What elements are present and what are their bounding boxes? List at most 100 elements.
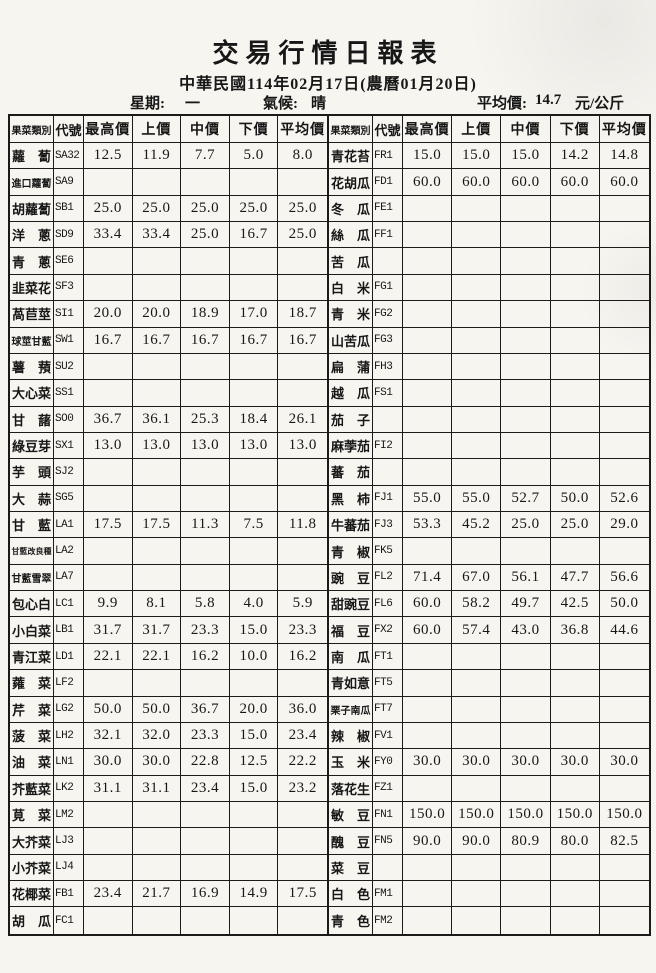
price-value <box>599 380 649 407</box>
price-value: 45.2 <box>452 512 502 539</box>
price-value <box>501 432 551 460</box>
price-value <box>229 485 279 513</box>
price-value <box>132 380 182 407</box>
produce-name: 綠豆芽 <box>10 432 54 460</box>
price-value <box>452 696 502 723</box>
price-value: 7.7 <box>181 143 230 170</box>
table-row: 白 米 FG1 <box>329 274 649 302</box>
price-value: 11.8 <box>278 512 327 539</box>
produce-name: 大心菜 <box>10 380 54 407</box>
table-row: 蕃 茄 <box>329 459 649 486</box>
price-value <box>132 564 182 592</box>
price-value: 15.0 <box>229 617 279 644</box>
price-value: 80.9 <box>501 828 551 855</box>
produce-code: FM1 <box>373 881 403 908</box>
price-value <box>501 459 551 486</box>
price-value: 15.0 <box>452 143 502 170</box>
price-value <box>181 670 230 697</box>
price-value: 12.5 <box>229 749 279 776</box>
price-value: 16.7 <box>181 327 230 354</box>
produce-name: 山苦瓜 <box>329 327 373 354</box>
produce-code: FT5 <box>373 670 403 697</box>
price-value <box>229 828 279 855</box>
price-value: 23.4 <box>84 881 133 908</box>
price-value: 52.6 <box>599 486 649 513</box>
table-row: 胡 瓜 FC1 <box>10 907 327 934</box>
price-value <box>229 670 279 697</box>
price-value <box>501 670 551 697</box>
produce-name: 洋 蔥 <box>10 222 54 249</box>
price-value <box>278 486 327 513</box>
price-value: 36.1 <box>132 406 182 433</box>
produce-name: 球莖甘藍 <box>10 327 54 354</box>
weather-value: 晴 <box>311 96 327 112</box>
price-value <box>403 670 453 697</box>
price-value <box>599 697 649 723</box>
price-value: 36.8 <box>550 617 600 644</box>
produce-code: FH3 <box>373 353 403 381</box>
produce-code: FD1 <box>373 169 403 196</box>
price-value <box>403 380 453 407</box>
price-value <box>403 327 453 354</box>
price-value: 31.7 <box>132 617 182 644</box>
price-value <box>550 459 600 486</box>
produce-code: LN1 <box>54 749 84 776</box>
produce-code: FX2 <box>373 617 403 644</box>
price-value <box>181 801 230 829</box>
price-value <box>501 538 551 565</box>
price-value: 30.0 <box>501 749 551 776</box>
price-value: 15.0 <box>229 722 279 750</box>
price-value <box>278 275 327 302</box>
price-value <box>550 775 600 802</box>
produce-code: LA7 <box>54 564 84 592</box>
produce-code: LA2 <box>54 538 84 565</box>
produce-code: SX1 <box>54 432 84 460</box>
price-value <box>403 907 453 934</box>
price-value <box>278 538 327 565</box>
produce-name: 茄 子 <box>329 406 373 433</box>
table-row: 大心菜 SS1 <box>10 380 327 407</box>
produce-code: LJ4 <box>54 854 84 882</box>
price-value: 32.1 <box>84 722 133 750</box>
table-row: 栗子南瓜 FT7 <box>329 696 649 723</box>
price-value: 16.7 <box>84 327 133 354</box>
price-value: 17.5 <box>84 512 133 539</box>
table-row: 菜 豆 <box>329 854 649 882</box>
price-value <box>181 538 230 565</box>
price-value: 60.0 <box>403 169 453 196</box>
header-lower: 下價 <box>550 116 600 143</box>
produce-name: 醜 豆 <box>329 828 373 855</box>
price-value <box>84 538 133 565</box>
price-value <box>403 696 453 723</box>
header-lower: 下價 <box>229 116 279 143</box>
produce-name: 越 瓜 <box>329 380 373 407</box>
price-value <box>278 565 327 592</box>
produce-code: LD1 <box>54 643 84 671</box>
table-row: 黑 柿 FJ1 55.0 55.0 52.7 50.0 52.6 <box>329 485 649 513</box>
weather-label: 氣候: <box>263 96 298 112</box>
price-value: 30.0 <box>550 749 600 776</box>
produce-code: FZ1 <box>373 775 403 802</box>
table-row: 辣 椒 FV1 <box>329 722 649 750</box>
price-value <box>84 169 133 196</box>
price-value <box>501 881 551 908</box>
price-value <box>501 301 551 328</box>
price-value <box>599 459 649 486</box>
price-value <box>84 248 133 275</box>
price-value <box>501 696 551 723</box>
price-value <box>278 169 327 196</box>
table-row: 青 蔥 SE6 <box>10 248 327 275</box>
produce-code: FJ1 <box>373 485 403 513</box>
table-row: 萵苣莖 SI1 20.0 20.0 18.9 17.0 18.7 <box>10 301 327 328</box>
produce-code: FG2 <box>373 301 403 328</box>
price-value <box>501 775 551 802</box>
price-value: 150.0 <box>403 801 453 829</box>
produce-name: 甘 藷 <box>10 406 54 433</box>
price-value <box>132 248 182 275</box>
price-value <box>132 353 182 381</box>
price-value <box>229 801 279 829</box>
price-value: 11.3 <box>181 512 230 539</box>
price-value <box>452 881 502 908</box>
left-rows: 蘿 蔔 SA32 12.5 11.9 7.7 5.0 8.0 進口蘿蔔 SA9 胡蘿蔔 SB1 25.… <box>10 143 327 934</box>
price-value <box>550 670 600 697</box>
